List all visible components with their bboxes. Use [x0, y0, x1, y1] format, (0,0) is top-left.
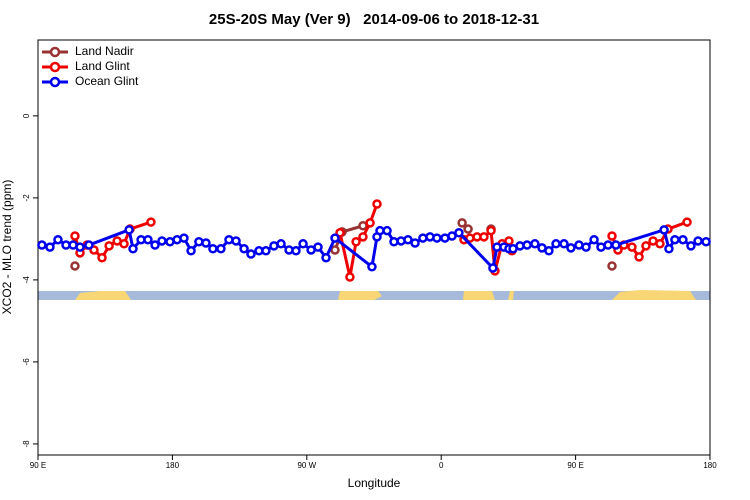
point [488, 263, 498, 273]
point [382, 225, 392, 236]
point [607, 231, 617, 241]
y-tick-label: -6 [22, 358, 31, 366]
y-axis-label: XCO2 - MLO trend (ppm) [0, 180, 14, 315]
point [486, 225, 496, 236]
point [70, 231, 80, 241]
point [659, 225, 669, 235]
point [641, 241, 651, 251]
point [559, 239, 569, 249]
point [186, 246, 196, 256]
legend-marker [49, 76, 61, 88]
point [124, 225, 134, 235]
point [581, 242, 591, 252]
point [544, 246, 554, 256]
point [530, 239, 540, 249]
point [367, 262, 377, 272]
point [179, 233, 189, 243]
point [682, 217, 692, 227]
point [372, 199, 382, 209]
point [261, 246, 271, 256]
point [104, 241, 114, 251]
point [97, 253, 107, 263]
point [457, 218, 467, 228]
point [298, 239, 308, 249]
point [589, 234, 599, 245]
point [418, 233, 428, 243]
point [313, 242, 323, 252]
point [37, 240, 47, 250]
point [522, 240, 532, 250]
x-tick-label: 180 [703, 461, 717, 470]
chart-title: 25S-20S May (Ver 9) 2014-09-06 to 2018-1… [209, 11, 539, 28]
point [655, 239, 665, 249]
legend-label: Land Nadir [75, 44, 134, 58]
point [330, 245, 340, 255]
point [208, 243, 218, 254]
point [701, 237, 711, 247]
point [603, 240, 613, 250]
x-tick-label: 90 E [30, 461, 46, 470]
point [403, 234, 413, 245]
point [358, 232, 368, 242]
point [150, 240, 160, 250]
point [216, 243, 226, 254]
point [607, 261, 617, 271]
point [276, 239, 286, 249]
point [335, 227, 345, 238]
y-tick-label: -2 [22, 194, 31, 202]
point [664, 243, 674, 254]
point [53, 234, 63, 245]
point [84, 240, 94, 250]
point [330, 233, 340, 243]
point [479, 232, 489, 242]
map-strip [38, 290, 710, 300]
point [239, 243, 249, 254]
point [224, 234, 234, 245]
point [410, 238, 420, 248]
point [231, 236, 241, 246]
legend-label: Ocean Glint [75, 74, 139, 88]
legend-label: Land Glint [75, 59, 130, 73]
point [634, 252, 644, 262]
y-tick-label: -4 [22, 276, 31, 284]
y-tick-label: 0 [22, 113, 31, 118]
x-axis-label: Longitude [348, 476, 401, 490]
point [146, 217, 156, 227]
point [463, 224, 473, 234]
point [201, 238, 211, 248]
legend-marker [49, 46, 61, 58]
point [351, 237, 361, 247]
point [128, 243, 138, 254]
point [119, 239, 129, 249]
x-tick-label: 180 [166, 461, 180, 470]
point [321, 253, 331, 263]
x-tick-label: 90 E [567, 461, 583, 470]
point [551, 239, 561, 249]
y-tick-label: -8 [22, 440, 31, 448]
point [454, 227, 464, 238]
point [194, 237, 204, 247]
x-tick-label: 0 [439, 461, 444, 470]
legend-marker [49, 61, 61, 73]
point [291, 246, 301, 256]
point [246, 249, 256, 259]
point [365, 218, 375, 228]
point [75, 242, 85, 252]
point [686, 241, 696, 251]
point [693, 236, 703, 246]
point [70, 261, 80, 271]
point [45, 242, 55, 252]
point [143, 234, 153, 245]
point [157, 236, 167, 246]
point [678, 234, 688, 245]
point [566, 243, 576, 253]
point [627, 242, 637, 252]
point [345, 272, 355, 282]
x-tick-label: 90 W [297, 461, 316, 470]
point [432, 233, 442, 243]
point [670, 234, 680, 245]
point [611, 240, 621, 250]
